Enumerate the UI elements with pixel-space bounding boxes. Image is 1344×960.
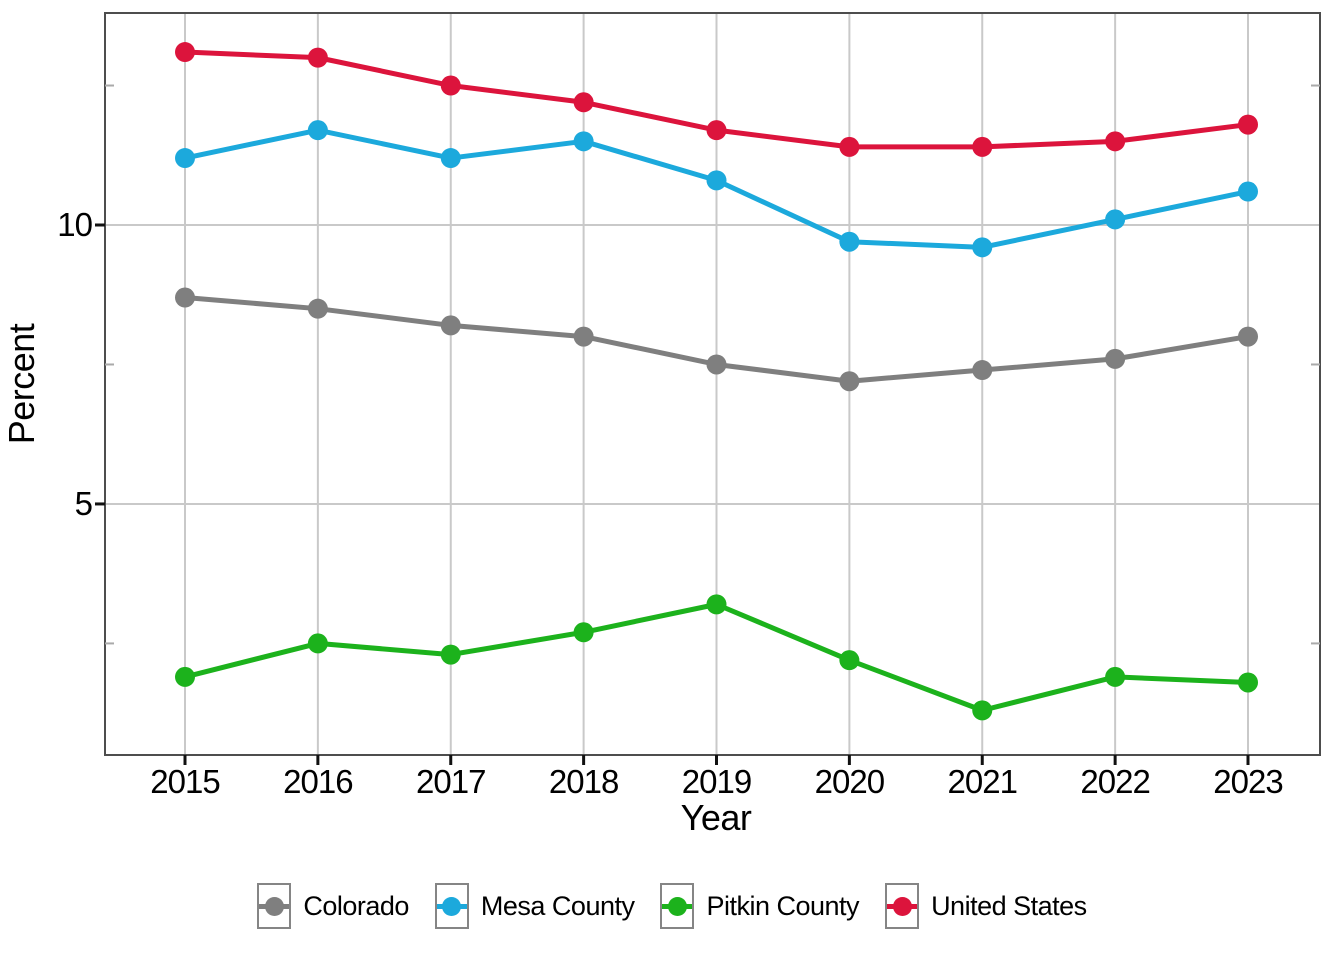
legend-item-mesa-county: Mesa County xyxy=(434,883,635,929)
data-point xyxy=(1105,348,1126,369)
data-point xyxy=(1238,672,1258,693)
y-tick-label-10: 10 xyxy=(57,206,92,243)
legend-dot-sample xyxy=(442,896,462,916)
data-point xyxy=(972,700,993,721)
data-point xyxy=(573,92,594,113)
data-point xyxy=(175,666,195,687)
data-point xyxy=(1238,114,1258,135)
x-tick-label: 2023 xyxy=(1213,763,1282,800)
minor-ticks xyxy=(105,84,1320,645)
x-tick-label: 2022 xyxy=(1080,763,1149,800)
panel-border xyxy=(104,12,1321,756)
legend-label: Colorado xyxy=(303,890,409,921)
legend-dot-sample xyxy=(264,896,284,916)
legend-item-colorado: Colorado xyxy=(257,883,409,929)
legend-key-swatch xyxy=(885,883,920,929)
legend-key-swatch xyxy=(660,883,695,929)
data-point xyxy=(440,644,461,665)
data-point xyxy=(839,371,860,392)
data-point xyxy=(839,136,860,157)
data-point xyxy=(839,231,860,252)
data-point xyxy=(440,315,461,336)
legend-key-swatch xyxy=(434,883,469,929)
data-point xyxy=(972,237,993,258)
data-point xyxy=(573,326,594,347)
data-point xyxy=(706,120,727,141)
legend-key-swatch xyxy=(257,883,292,929)
data-point xyxy=(307,47,328,68)
line-chart: 2015 2016 2017 2018 2019 2020 2021 2022 2023 10 … xyxy=(1,12,1321,838)
data-point xyxy=(175,42,195,63)
legend-label: Pitkin County xyxy=(706,890,860,921)
data-point xyxy=(972,360,993,381)
x-axis-title: Year xyxy=(681,797,752,838)
legend-dot-sample xyxy=(892,896,912,916)
legend: Colorado Mesa County Pitkin County Unite… xyxy=(0,880,1344,932)
data-point xyxy=(1105,131,1126,152)
legend-item-pitkin-county: Pitkin County xyxy=(660,883,860,929)
data-point xyxy=(1238,181,1258,202)
data-point xyxy=(706,594,727,615)
legend-label: United States xyxy=(931,890,1087,921)
major-ticks xyxy=(95,223,1250,765)
data-point xyxy=(1105,209,1126,230)
data-point xyxy=(440,148,461,169)
series-lines xyxy=(175,42,1258,721)
data-point xyxy=(573,131,594,152)
data-point xyxy=(573,622,594,643)
data-point xyxy=(706,354,727,375)
y-tick-label-5: 5 xyxy=(75,485,92,522)
x-tick-label: 2019 xyxy=(682,763,751,800)
x-tick-label: 2021 xyxy=(948,763,1017,800)
data-point xyxy=(175,287,195,308)
legend-item-united-states: United States xyxy=(885,883,1087,929)
data-point xyxy=(972,136,993,157)
data-point xyxy=(307,120,328,141)
legend-label: Mesa County xyxy=(480,890,635,921)
x-tick-label: 2017 xyxy=(416,763,485,800)
data-point xyxy=(307,298,328,319)
data-point xyxy=(175,148,195,169)
data-point xyxy=(839,650,860,671)
y-axis-title: Percent xyxy=(1,323,42,444)
data-point xyxy=(440,75,461,96)
data-point xyxy=(1105,666,1126,687)
data-point xyxy=(307,633,328,654)
x-tick-label: 2018 xyxy=(549,763,618,800)
data-point xyxy=(1238,326,1258,347)
legend-dot-sample xyxy=(667,896,687,916)
x-tick-label: 2020 xyxy=(815,763,885,800)
data-point xyxy=(706,170,727,191)
x-tick-labels: 2015 2016 2017 2018 2019 2020 2021 2022 2023 xyxy=(150,763,1283,800)
x-tick-label: 2016 xyxy=(283,763,352,800)
x-tick-label: 2015 xyxy=(150,763,219,800)
